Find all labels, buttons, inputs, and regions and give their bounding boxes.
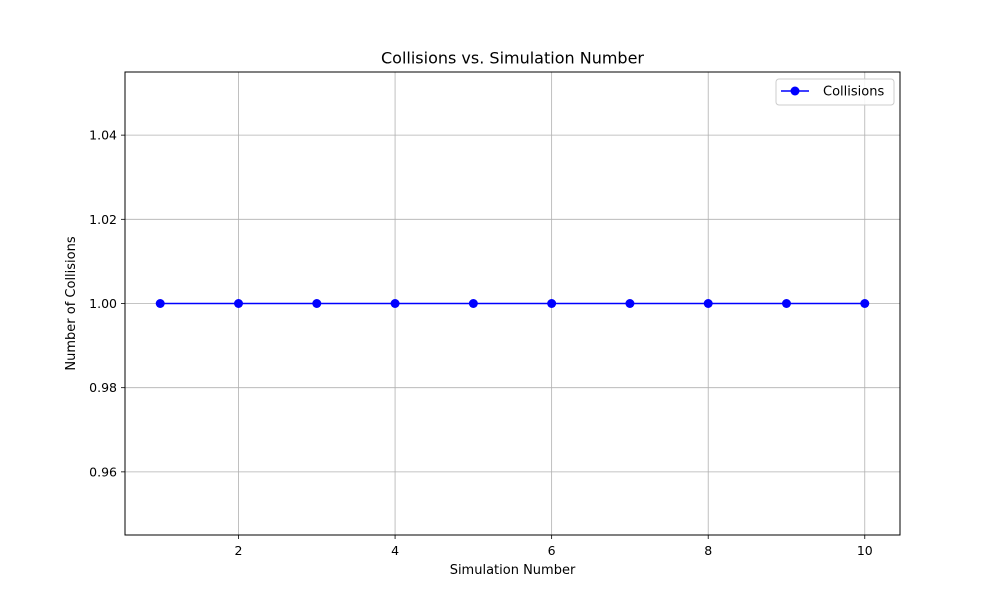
data-point	[312, 299, 322, 308]
y-tick-label: 0.96	[89, 464, 117, 479]
y-tick-label: 1.02	[89, 212, 117, 227]
y-axis-label: Number of Collisions	[64, 236, 79, 370]
data-point	[468, 299, 478, 308]
data-point	[860, 299, 870, 308]
x-tick-label: 6	[548, 543, 556, 558]
x-tick-label: 2	[235, 543, 243, 558]
x-tick-label: 4	[391, 543, 399, 558]
x-tick-label: 8	[704, 543, 712, 558]
data-point	[781, 299, 791, 308]
y-ticks: 0.96 0.98 1.00 1.02 1.04	[89, 128, 125, 479]
legend-point-marker	[790, 86, 800, 96]
data-point	[155, 299, 165, 308]
data-point	[547, 299, 557, 308]
y-tick-label: 1.04	[89, 128, 117, 143]
legend-label: Collisions	[823, 85, 884, 100]
x-axis-label: Simulation Number	[450, 563, 576, 578]
x-ticks: 2 4 6 8 10	[235, 535, 873, 558]
legend-box	[775, 78, 895, 106]
y-tick-label: 1.00	[89, 296, 117, 311]
y-tick-label: 0.98	[89, 380, 117, 395]
chart-title: Collisions vs. Simulation Number	[381, 49, 644, 68]
x-tick-label: 10	[857, 543, 873, 558]
data-point	[234, 299, 244, 308]
series-layer	[155, 299, 870, 308]
data-point	[703, 299, 713, 308]
data-point	[390, 299, 400, 308]
legend: Collisions	[775, 78, 895, 106]
data-point	[625, 299, 635, 308]
